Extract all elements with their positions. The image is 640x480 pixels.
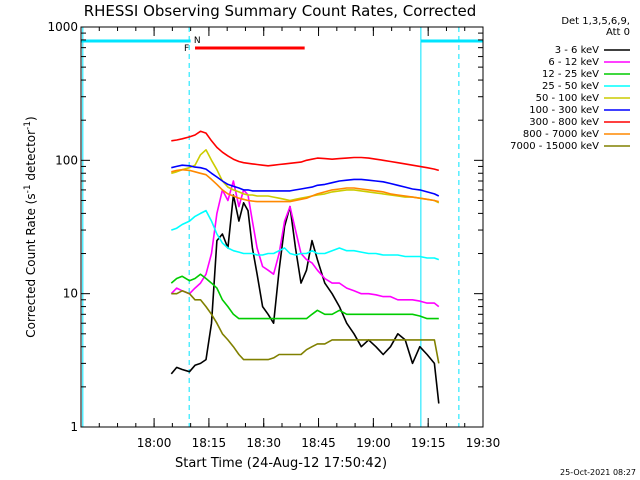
series-line-800-7000-kev	[171, 168, 439, 203]
legend-label: 300 - 800 keV	[529, 117, 599, 128]
legend-label: 6 - 12 keV	[548, 57, 599, 68]
legend-label: 800 - 7000 keV	[523, 129, 599, 140]
night-marker-label: N	[194, 36, 201, 46]
y-tick-label: 10	[63, 287, 78, 301]
flare-markers: F	[184, 44, 305, 54]
series-line-7000-15000-kev	[171, 289, 440, 364]
y-tick-label: 100	[55, 153, 78, 167]
x-tick-label: 19:30	[466, 436, 501, 450]
legend-header-line: Att 0	[606, 27, 630, 38]
series-line-100-300-kev	[171, 164, 440, 197]
legend-label: 12 - 25 keV	[542, 69, 599, 80]
legend-label: 25 - 50 keV	[542, 81, 599, 92]
timestamp: 25-Oct-2021 08:27	[560, 468, 636, 477]
series-line-50-100-kev	[171, 149, 440, 204]
x-axis-label: Start Time (24-Aug-12 17:50:42)	[175, 456, 387, 471]
y-tick-label: 1000	[47, 20, 78, 34]
series-line-6-12-kev	[170, 180, 440, 308]
x-axis: 18:00 18:15 18:30 18:45 19:00 19:15 19:30	[98, 27, 501, 450]
y-tick-label: 1	[70, 420, 78, 434]
x-tick-label: 18:00	[137, 436, 172, 450]
legend-label: 7000 - 15000 keV	[510, 141, 599, 152]
series-line-300-800-kev	[171, 130, 440, 172]
legend-label: 50 - 100 keV	[536, 93, 600, 104]
chart-title: RHESSI Observing Summary Count Rates, Co…	[84, 2, 477, 20]
series-line-12-25-kev	[170, 273, 439, 320]
flare-marker-label: F	[184, 44, 189, 54]
legend-header-line: Det 1,3,5,6,9,	[561, 16, 630, 27]
series-lines	[170, 130, 440, 404]
series-line-25-50-kev	[171, 209, 440, 261]
night-markers: N	[81, 27, 483, 427]
x-tick-label: 19:00	[356, 436, 391, 450]
x-tick-label: 18:45	[301, 436, 336, 450]
y-axis-label: Corrected Count Rate (s-1 detector-1)	[23, 116, 38, 337]
x-tick-label: 19:15	[411, 436, 446, 450]
legend-label: 3 - 6 keV	[555, 45, 599, 56]
x-tick-label: 18:30	[246, 436, 281, 450]
x-tick-label: 18:15	[192, 436, 227, 450]
legend-label: 100 - 300 keV	[529, 105, 599, 116]
y-axis: 1 10 100 1000	[47, 20, 483, 434]
